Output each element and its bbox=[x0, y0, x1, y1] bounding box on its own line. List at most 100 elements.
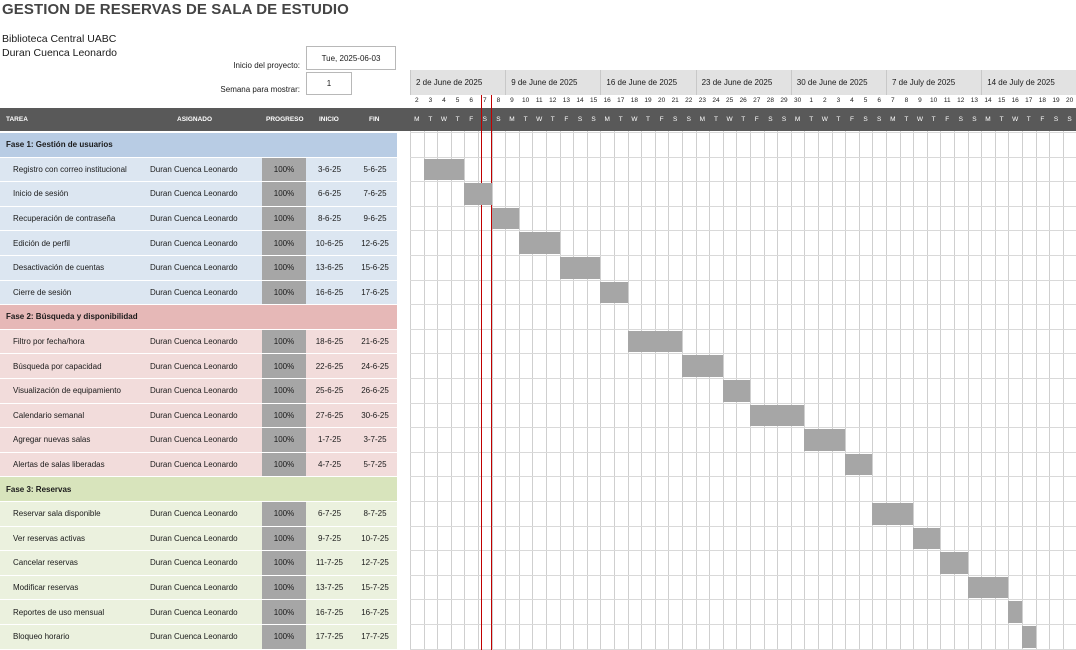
task-name: Desactivación de cuentas bbox=[13, 263, 105, 273]
grid-column-line bbox=[654, 131, 656, 650]
day-number: 15 bbox=[589, 97, 598, 104]
gantt-bar[interactable] bbox=[722, 380, 750, 402]
organization-name: Biblioteca Central UABC bbox=[2, 33, 117, 45]
day-letter: T bbox=[550, 116, 555, 123]
gantt-bar[interactable] bbox=[804, 429, 846, 451]
grid-row-line bbox=[410, 550, 1076, 552]
gantt-bar[interactable] bbox=[423, 158, 465, 181]
grid-column-line bbox=[750, 131, 751, 650]
gantt-bar[interactable] bbox=[518, 232, 560, 254]
grid-column-line bbox=[1049, 131, 1051, 650]
task-end-date: 30-6-25 bbox=[361, 410, 389, 420]
grid-column-line bbox=[586, 131, 588, 650]
task-assignee: Duran Cuenca Leonardo bbox=[150, 238, 238, 248]
day-letter: T bbox=[904, 116, 909, 123]
task-assignee: Duran Cuenca Leonardo bbox=[150, 263, 238, 273]
grid-column-line bbox=[546, 131, 547, 650]
task-assignee: Duran Cuenca Leonardo bbox=[150, 287, 238, 297]
phase-header: Fase 2: Búsqueda y disponibilidad bbox=[0, 305, 397, 329]
task-start-date: 1-7-25 bbox=[317, 435, 342, 445]
gantt-bar[interactable] bbox=[940, 552, 968, 574]
day-letter: W bbox=[821, 116, 828, 123]
day-number: 11 bbox=[943, 97, 951, 104]
day-letter: M bbox=[604, 116, 610, 123]
day-number: 3 bbox=[836, 97, 841, 104]
task-assignee: Duran Cuenca Leonardo bbox=[150, 632, 238, 642]
grid-row-line bbox=[410, 304, 1076, 306]
day-number: 10 bbox=[521, 97, 530, 104]
day-number: 3 bbox=[428, 97, 433, 104]
grid-column-line bbox=[491, 131, 493, 650]
gantt-bar[interactable] bbox=[1008, 601, 1022, 623]
day-number: 15 bbox=[997, 97, 1006, 104]
day-number: 25 bbox=[725, 97, 734, 104]
day-number: 8 bbox=[496, 97, 501, 104]
day-number: 12 bbox=[549, 97, 557, 104]
task-end-date: 8-7-25 bbox=[363, 509, 387, 519]
project-start-field[interactable]: Tue, 2025-06-03 bbox=[306, 46, 396, 70]
day-letter: T bbox=[931, 116, 936, 123]
task-progress: 100% bbox=[262, 452, 306, 477]
gantt-bar[interactable] bbox=[559, 257, 601, 279]
day-number: 17 bbox=[617, 97, 625, 104]
column-header-start: INICIO bbox=[319, 116, 339, 123]
task-name: Calendario semanal bbox=[13, 410, 85, 420]
task-start-date: 9-7-25 bbox=[317, 533, 342, 543]
task-name: Registro con correo institucional bbox=[13, 164, 127, 174]
grid-column-line bbox=[614, 131, 615, 650]
grid-column-line bbox=[437, 131, 439, 650]
task-progress: 100% bbox=[262, 206, 306, 231]
day-number: 30 bbox=[793, 97, 802, 104]
day-letter: S bbox=[673, 116, 678, 123]
grid-row-line bbox=[410, 574, 1076, 576]
column-header-bar bbox=[0, 108, 1076, 131]
grid-row-line bbox=[410, 648, 1076, 650]
gantt-bar[interactable] bbox=[845, 453, 873, 476]
grid-row-line bbox=[410, 255, 1076, 256]
grid-column-line bbox=[709, 131, 711, 650]
gantt-bar[interactable] bbox=[750, 404, 805, 427]
grid-column-line bbox=[858, 131, 860, 650]
day-letter: T bbox=[645, 116, 650, 123]
task-progress: 100% bbox=[262, 625, 306, 649]
task-name: Filtro por fecha/hora bbox=[13, 337, 85, 347]
day-number: 4 bbox=[442, 97, 446, 104]
grid-row-line bbox=[410, 501, 1076, 502]
task-start-date: 18-6-25 bbox=[315, 337, 344, 347]
grid-column-line bbox=[410, 131, 411, 650]
gantt-bar[interactable] bbox=[1022, 626, 1036, 648]
gantt-bar[interactable] bbox=[600, 281, 628, 304]
day-letter: F bbox=[659, 116, 664, 123]
gantt-bar[interactable] bbox=[682, 355, 723, 377]
gantt-bar[interactable] bbox=[872, 503, 914, 525]
week-display-field[interactable]: 1 bbox=[306, 72, 352, 95]
grid-column-line bbox=[967, 131, 969, 650]
day-letter: M bbox=[985, 116, 991, 123]
grid-row-line bbox=[410, 156, 1076, 158]
gantt-bar[interactable] bbox=[913, 527, 941, 550]
task-name: Cierre de sesión bbox=[13, 287, 72, 297]
gantt-bar[interactable] bbox=[627, 330, 682, 353]
day-letter: T bbox=[999, 116, 1004, 123]
day-number: 2 bbox=[822, 97, 827, 104]
grid-column-line bbox=[600, 131, 602, 650]
task-start-date: 13-6-25 bbox=[315, 263, 344, 273]
day-number: 22 bbox=[685, 97, 693, 104]
day-letter: S bbox=[972, 116, 977, 123]
day-number: 20 bbox=[657, 97, 666, 104]
grid-row-line bbox=[410, 427, 1076, 429]
gantt-bar[interactable] bbox=[464, 183, 492, 205]
day-letter: S bbox=[591, 116, 596, 123]
task-start-date: 16-6-25 bbox=[315, 287, 344, 297]
grid-row-line bbox=[410, 624, 1076, 625]
gantt-bar[interactable] bbox=[491, 207, 519, 230]
project-start-label: Inicio del proyecto: bbox=[233, 61, 300, 70]
week-header-cell: 9 de June de 2025 bbox=[505, 70, 601, 95]
grid-column-line bbox=[505, 131, 507, 650]
task-progress: 100% bbox=[262, 280, 306, 305]
task-end-date: 10-7-25 bbox=[361, 533, 389, 543]
gantt-bar[interactable] bbox=[967, 576, 1009, 599]
grid-column-line bbox=[899, 131, 901, 650]
day-letter: T bbox=[836, 116, 841, 123]
today-marker-line bbox=[490, 95, 492, 650]
